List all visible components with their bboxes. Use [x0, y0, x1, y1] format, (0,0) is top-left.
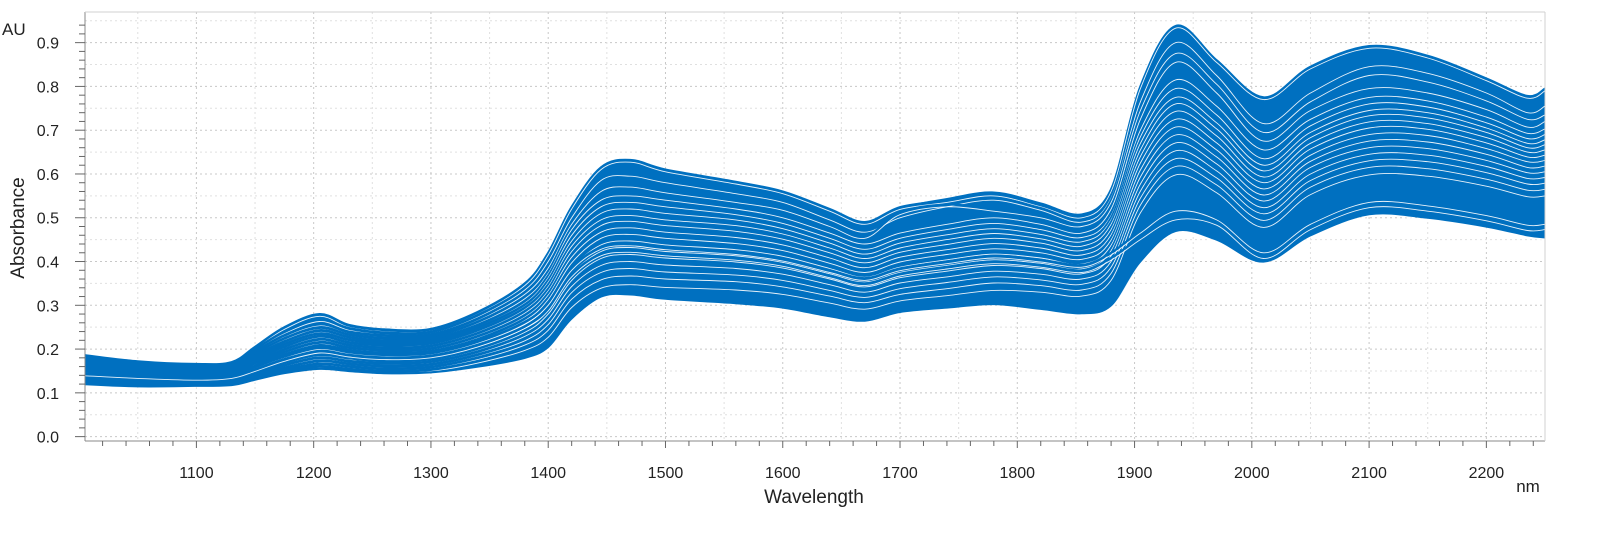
spectrum-line: [84, 93, 1546, 373]
spectrum-line: [84, 84, 1546, 372]
x-tick-label: 2200: [1469, 465, 1505, 482]
spectrum-line-gap: [84, 41, 1546, 369]
x-tick-label: 1300: [413, 465, 449, 482]
spectrum-line: [84, 212, 1546, 388]
spectrum-line: [84, 162, 1546, 385]
spectrum-line: [84, 49, 1546, 368]
spectrum-line: [84, 198, 1546, 377]
x-tick-label: 1100: [179, 465, 214, 482]
x-tick-label: 1200: [296, 465, 332, 482]
x-tick-label: 1400: [530, 465, 566, 482]
x-unit-label: nm: [1516, 477, 1540, 496]
spectrum-line: [84, 58, 1546, 370]
y-tick-label: 0.7: [37, 123, 59, 140]
spectra-envelope: [85, 25, 1545, 387]
tick-labels: 1100 1200 1300 1400 1500 1600 1700 1800 1900 2000…: [37, 36, 1505, 482]
y-tick-label: 0.8: [37, 79, 59, 96]
spectrum-line-gap: [84, 206, 1546, 381]
x-tick-label: 2100: [1351, 465, 1387, 482]
x-axis-title: Wavelength: [764, 487, 864, 508]
spectrum-line: [84, 170, 1546, 386]
y-axis-title: Absorbance: [8, 177, 29, 278]
spectrum-line: [84, 154, 1546, 384]
y-tick-label: 0.1: [37, 386, 59, 403]
spectra-series: [84, 24, 1546, 390]
spectrum-line-gap: [84, 200, 1546, 379]
y-tick-label: 0.2: [37, 342, 59, 359]
x-tick-label: 2000: [1234, 465, 1270, 482]
y-tick-label: 0.4: [37, 255, 59, 272]
y-tick-label: 0.5: [37, 211, 59, 228]
spectrum-line: [84, 76, 1546, 371]
y-unit-label: AU: [2, 20, 26, 39]
spectrum-line: [84, 147, 1546, 383]
x-tick-label: 1600: [765, 465, 801, 482]
spectrum-line: [84, 38, 1546, 367]
spectrum-line: [84, 24, 1546, 366]
spectrum-line: [84, 203, 1546, 380]
y-tick-label: 0.3: [37, 298, 59, 315]
spectrum-line: [84, 107, 1546, 376]
y-tick-label: 0.9: [37, 36, 59, 53]
x-tick-label: 1800: [999, 465, 1035, 482]
x-tick-label: 1500: [648, 465, 684, 482]
spectrum-line: [84, 115, 1546, 377]
tick-marks: [75, 24, 1534, 448]
spectrum-line: [84, 100, 1546, 375]
x-tick-label: 1900: [1117, 465, 1153, 482]
y-tick-label: 0.0: [37, 430, 59, 447]
spectra-fill: [85, 25, 1545, 387]
spectrum-line-gap: [84, 214, 1546, 390]
y-tick-label: 0.6: [37, 167, 59, 184]
x-tick-label: 1700: [882, 465, 918, 482]
spectrum-line-gap: [84, 27, 1546, 367]
spectrum-line-gap: [84, 52, 1546, 370]
